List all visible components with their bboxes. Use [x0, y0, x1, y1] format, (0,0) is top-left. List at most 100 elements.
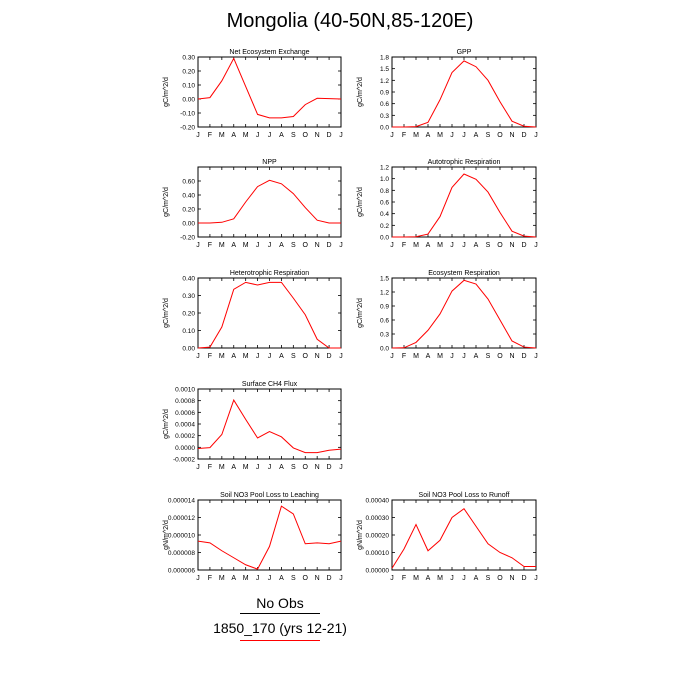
page-title: Mongolia (40-50N,85-120E)	[226, 10, 474, 32]
x-tick-label: A	[474, 575, 479, 582]
x-tick-label: S	[291, 575, 296, 582]
chart-panel: Soil NO3 Pool Loss to RunoffgN/m^2/d0.00…	[357, 492, 538, 582]
x-tick-label: N	[509, 132, 514, 139]
x-tick-label: J	[450, 575, 454, 582]
x-tick-label: J	[339, 464, 343, 471]
panel-title: Soil NO3 Pool Loss to Leaching	[220, 492, 319, 499]
x-tick-label: D	[521, 353, 526, 360]
x-tick-label: J	[462, 132, 466, 139]
x-tick-label: A	[231, 464, 236, 471]
y-tick-label: 0.10	[182, 328, 195, 335]
series-line	[197, 505, 342, 570]
panel-title: Soil NO3 Pool Loss to Runoff	[419, 492, 510, 499]
y-tick-label: 0.4	[380, 211, 389, 218]
chart-panel: Ecosystem Respiration gC/m^2/d 0.0 0.3 0.6 0.…	[357, 270, 538, 360]
chart-panel: Autotrophic Respiration gC/m^2/d 0.0 0.2 0.4…	[357, 159, 538, 249]
x-tick-label: J	[462, 575, 466, 582]
x-tick-label: D	[327, 242, 332, 249]
y-tick-label: 0.0002	[175, 433, 195, 440]
panel-title: Ecosystem Respiration	[428, 270, 500, 277]
x-tick-label: M	[437, 242, 443, 249]
x-tick-label: D	[327, 353, 332, 360]
y-tick-label: 0.6	[380, 318, 389, 325]
chart-panel: Heterotrophic Respiration gC/m^2/d 0.00 0.1…	[163, 270, 343, 360]
x-tick-label: A	[231, 575, 236, 582]
y-tick-label: 1.5	[380, 66, 389, 73]
x-tick-label: F	[208, 575, 212, 582]
x-tick-label: M	[219, 575, 225, 582]
x-tick-label: J	[339, 575, 343, 582]
x-tick-label: O	[303, 132, 309, 139]
y-tick-label: 0.9	[380, 304, 389, 311]
y-axis-label: gC/m^2/d	[163, 187, 170, 217]
x-tick-label: M	[437, 132, 443, 139]
x-tick-label: S	[486, 575, 491, 582]
x-tick-label: N	[315, 242, 320, 249]
series-line	[391, 508, 536, 569]
y-tick-label: 0.0006	[175, 410, 195, 417]
x-tick-label: J	[268, 132, 272, 139]
panel-title: Net Ecosystem Exchange	[229, 49, 309, 56]
x-tick-label: F	[402, 353, 406, 360]
x-tick-label: A	[279, 575, 284, 582]
y-tick-label: 0.2	[380, 223, 389, 230]
x-tick-label: F	[402, 132, 406, 139]
x-tick-label: M	[243, 464, 249, 471]
x-tick-label: O	[497, 353, 503, 360]
y-axis-label: gN/m^2/d	[357, 520, 364, 550]
x-tick-label: J	[268, 242, 272, 249]
y-tick-label: -0.0002	[173, 457, 195, 464]
x-tick-label: D	[521, 132, 526, 139]
x-tick-label: J	[256, 353, 260, 360]
x-tick-label: A	[426, 132, 431, 139]
x-tick-label: A	[426, 353, 431, 360]
y-tick-label: 0.60	[182, 179, 195, 186]
plot-frame	[197, 166, 342, 238]
plot-frame	[197, 388, 342, 460]
x-tick-label: A	[279, 132, 284, 139]
legend-case-label: 1850_170 (yrs 12-21)	[213, 620, 347, 636]
chart-panel: Soil NO3 Pool Loss to LeachinggN/m^2/d0.…	[163, 492, 343, 582]
plot-frame	[197, 277, 342, 349]
plot-frame	[197, 56, 342, 128]
x-tick-label: D	[521, 575, 526, 582]
x-tick-label: A	[231, 353, 236, 360]
plot-frame	[391, 166, 537, 238]
x-tick-label: J	[339, 353, 343, 360]
series-line	[197, 281, 341, 349]
y-tick-label: 0.000014	[168, 498, 195, 505]
y-axis-label: gC/m^2/d	[357, 77, 364, 107]
x-tick-label: M	[413, 353, 419, 360]
x-tick-label: N	[315, 575, 320, 582]
x-tick-label: J	[390, 575, 394, 582]
x-tick-label: F	[208, 132, 212, 139]
x-tick-label: M	[219, 464, 225, 471]
plot-frame	[391, 277, 537, 349]
x-tick-label: S	[486, 242, 491, 249]
x-tick-label: A	[474, 132, 479, 139]
x-tick-label: F	[208, 464, 212, 471]
y-tick-label: 0.00	[182, 221, 195, 228]
x-tick-label: J	[534, 353, 538, 360]
x-tick-label: J	[256, 464, 260, 471]
y-tick-label: 0.6	[380, 101, 389, 108]
x-tick-label: O	[303, 353, 309, 360]
y-tick-label: 0.0	[380, 125, 389, 132]
series-line	[198, 179, 341, 224]
x-tick-label: A	[474, 353, 479, 360]
y-tick-label: 0.000008	[168, 550, 195, 557]
x-tick-label: J	[534, 575, 538, 582]
x-tick-label: N	[315, 132, 320, 139]
x-tick-label: S	[291, 242, 296, 249]
y-axis-label: gC/m^2/d	[357, 298, 364, 328]
x-tick-label: F	[208, 242, 212, 249]
x-tick-label: J	[196, 353, 200, 360]
panel-title: Heterotrophic Respiration	[230, 270, 309, 277]
panel-title: NPP	[262, 159, 277, 166]
y-tick-label: 0.20	[182, 69, 195, 76]
legend-title-line	[240, 613, 320, 614]
x-tick-label: S	[486, 132, 491, 139]
y-tick-label: 0.30	[182, 55, 195, 62]
y-axis-label: gN/m^2/d	[163, 520, 170, 550]
